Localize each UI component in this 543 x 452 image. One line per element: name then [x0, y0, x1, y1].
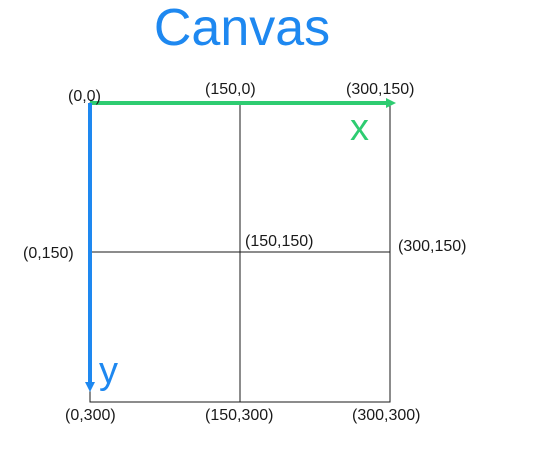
label-bottom-left: (0,300): [65, 407, 116, 424]
y-axis-label: y: [99, 350, 118, 392]
diagram-title: Canvas: [153, 0, 331, 57]
label-origin: (0,0): [68, 88, 101, 105]
label-middle-left: (0,150): [23, 245, 74, 262]
label-bottom-middle: (150,300): [205, 407, 274, 424]
label-top-middle: (150,0): [205, 81, 256, 98]
label-middle-right: (300,150): [398, 238, 467, 255]
label-center: (150,150): [245, 233, 314, 250]
label-bottom-right: (300,300): [352, 407, 421, 424]
label-top-right: (300,150): [346, 81, 415, 98]
x-axis-label: x: [350, 107, 369, 149]
